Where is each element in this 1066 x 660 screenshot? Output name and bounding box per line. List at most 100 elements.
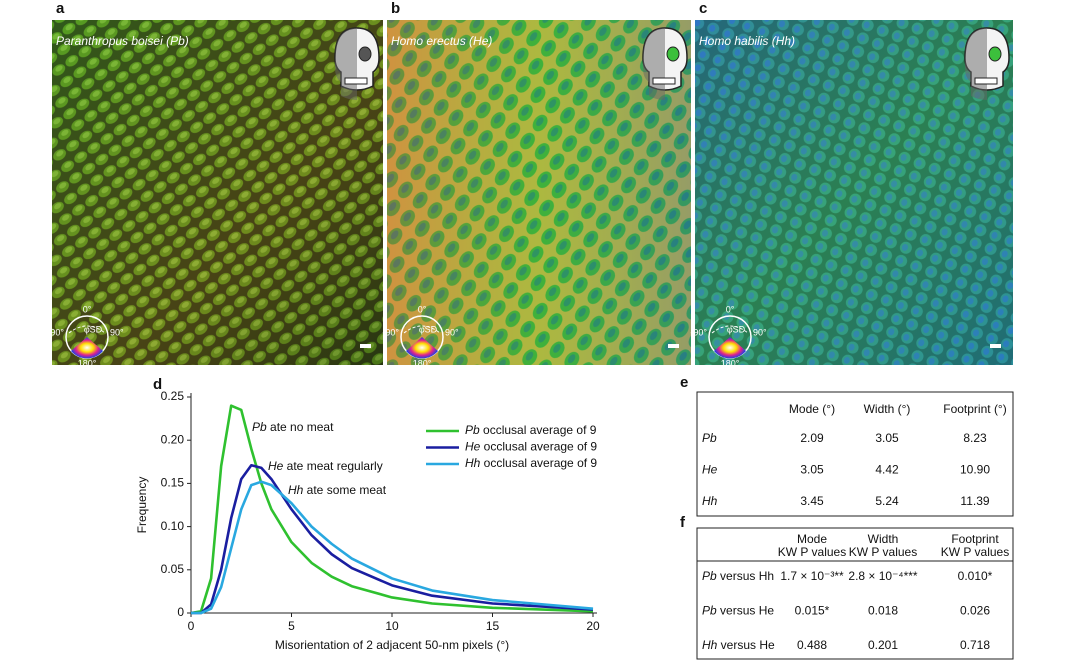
data-line bbox=[191, 480, 594, 615]
data-line bbox=[190, 404, 594, 615]
compass-arc bbox=[68, 325, 106, 334]
compass-label: -90° bbox=[47, 327, 64, 337]
column-header: KW P values bbox=[941, 545, 1009, 559]
row-header: Hh bbox=[702, 494, 718, 508]
table-cell: 4.42 bbox=[875, 463, 899, 477]
annotation: Pb ate no meat bbox=[252, 420, 334, 434]
panel-label: e bbox=[680, 374, 688, 391]
column-header: Footprint bbox=[951, 532, 999, 546]
row-header: Pb versus Hh bbox=[702, 569, 774, 583]
column-header: Mode (°) bbox=[789, 402, 835, 416]
y-axis-title: Frequency bbox=[135, 477, 149, 534]
table-cell: 0.718 bbox=[960, 638, 990, 652]
micrograph-panels: a Paranthropus boisei (Pb) 0° -90° 90° 180° φS… bbox=[47, 0, 1013, 368]
row-header: Pb versus He bbox=[702, 604, 774, 618]
skull-eye bbox=[666, 46, 680, 62]
panel-caption: Paranthropus boisei (Pb) bbox=[56, 34, 189, 48]
table-cell: 0.201 bbox=[868, 638, 898, 652]
compass-label: 0° bbox=[83, 304, 92, 314]
table-cell: 0.010* bbox=[958, 569, 993, 583]
compass-arc bbox=[403, 325, 441, 334]
compass-label: -90° bbox=[382, 327, 399, 337]
table-border bbox=[696, 527, 1014, 660]
table-cell: 3.45 bbox=[800, 494, 824, 508]
compass-wheel bbox=[714, 337, 746, 359]
compass-label: 0° bbox=[726, 304, 735, 314]
y-tick-label: 0.25 bbox=[161, 389, 185, 403]
annotation: He ate meat regularly bbox=[268, 459, 383, 473]
compass-label: 180° bbox=[413, 358, 432, 368]
row-header: He bbox=[702, 463, 718, 477]
compass-label: -90° bbox=[690, 327, 707, 337]
table-cell: 0.018 bbox=[868, 604, 898, 618]
table-cell: 3.05 bbox=[875, 431, 899, 445]
compass-label: 0° bbox=[418, 304, 427, 314]
y-tick-label: 0.05 bbox=[161, 562, 185, 576]
x-tick-label: 15 bbox=[486, 619, 500, 633]
column-header: Width (°) bbox=[864, 402, 911, 416]
skull-teeth bbox=[974, 77, 998, 85]
y-tick-label: 0 bbox=[177, 605, 184, 619]
micrograph-tint bbox=[695, 20, 1013, 365]
table-cell: 0.488 bbox=[797, 638, 827, 652]
x-tick-label: 10 bbox=[385, 619, 399, 633]
x-tick-label: 20 bbox=[586, 619, 600, 633]
scale-bar bbox=[668, 344, 679, 348]
panel-label: b bbox=[391, 0, 400, 17]
column-header: Footprint (°) bbox=[943, 402, 1006, 416]
table-cell: 1.7 × 10⁻³** bbox=[780, 569, 844, 583]
panel-label: c bbox=[699, 0, 707, 17]
compass-arc bbox=[711, 325, 749, 334]
skull-teeth bbox=[344, 77, 368, 85]
compass-label: 180° bbox=[78, 358, 97, 368]
table-border bbox=[696, 391, 1014, 517]
compass-wheel bbox=[71, 337, 103, 359]
column-header: Width bbox=[868, 532, 899, 546]
compass-label: φSD bbox=[727, 324, 746, 334]
scale-bar bbox=[990, 344, 1001, 348]
table-cell: 11.39 bbox=[960, 494, 989, 508]
column-header: Mode bbox=[797, 532, 827, 546]
panel-caption: Homo habilis (Hh) bbox=[699, 34, 795, 48]
panel-caption: Homo erectus (He) bbox=[391, 34, 492, 48]
tables: e Mode (°) Width (°) Footprint (°) Pb 2.09 3.0… bbox=[680, 374, 1014, 660]
skull-eye bbox=[358, 46, 372, 62]
table-cell: 10.90 bbox=[960, 463, 990, 477]
table-cell: 8.23 bbox=[963, 431, 987, 445]
panel-label: a bbox=[56, 0, 65, 17]
row-header: Hh versus He bbox=[702, 638, 775, 652]
table-cell: 3.05 bbox=[800, 463, 824, 477]
x-tick-label: 0 bbox=[188, 619, 195, 633]
skull-teeth bbox=[652, 77, 676, 85]
table-cell: 2.8 × 10⁻⁴*** bbox=[848, 569, 918, 583]
scale-bar bbox=[360, 344, 371, 348]
legend-entry: He occlusal average of 9 bbox=[465, 440, 597, 454]
annotation: Hh ate some meat bbox=[288, 483, 387, 497]
compass-label: 90° bbox=[110, 327, 124, 337]
table-cell: 0.015* bbox=[795, 604, 830, 618]
x-axis-title: Misorientation of 2 adjacent 50-nm pixel… bbox=[275, 638, 509, 652]
column-header: KW P values bbox=[849, 545, 917, 559]
table-cell: 2.09 bbox=[800, 431, 824, 445]
panel-label: d bbox=[153, 376, 162, 393]
skull-eye bbox=[988, 46, 1002, 62]
compass-label: φSD bbox=[84, 324, 103, 334]
table-cell: 0.026 bbox=[960, 604, 990, 618]
compass-label: φSD bbox=[419, 324, 438, 334]
micrograph-tint bbox=[387, 20, 691, 365]
row-header: Pb bbox=[702, 431, 717, 445]
compass-label: 180° bbox=[721, 358, 740, 368]
micrograph-tint bbox=[52, 20, 383, 365]
compass-label: 90° bbox=[753, 327, 767, 337]
compass-label: 90° bbox=[445, 327, 459, 337]
panel-label: f bbox=[680, 514, 686, 531]
y-tick-label: 0.20 bbox=[161, 432, 185, 446]
x-tick-label: 5 bbox=[288, 619, 295, 633]
column-header: KW P values bbox=[778, 545, 846, 559]
data-line bbox=[191, 463, 594, 615]
y-tick-label: 0.15 bbox=[161, 476, 185, 490]
y-tick-label: 0.10 bbox=[161, 519, 185, 533]
legend-entry: Hh occlusal average of 9 bbox=[465, 456, 597, 470]
table-cell: 5.24 bbox=[875, 494, 899, 508]
